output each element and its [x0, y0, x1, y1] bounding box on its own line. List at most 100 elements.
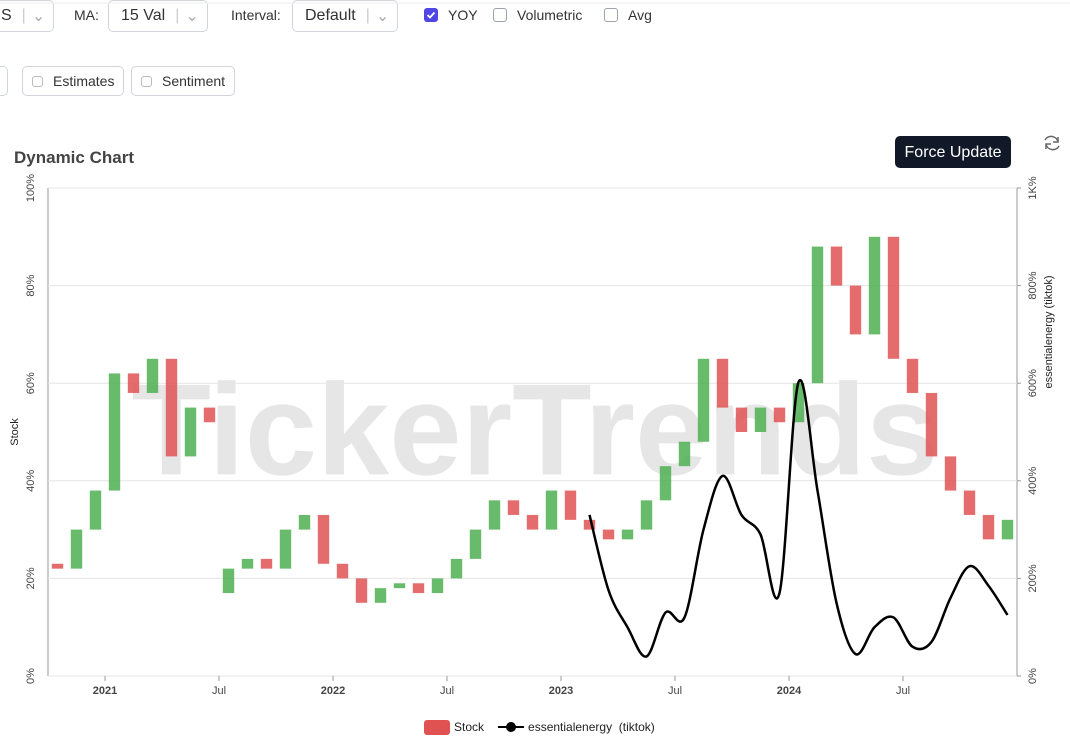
candle	[754, 407, 767, 432]
candle	[1001, 519, 1014, 540]
checkbox[interactable]: Volumetric	[493, 7, 582, 23]
candle	[108, 373, 121, 491]
x-tick-label: 2021	[93, 685, 117, 697]
x-tick-label: Jul	[440, 685, 454, 697]
x-tick-label: 2024	[777, 685, 802, 697]
ma-value: 15 Val	[121, 7, 166, 24]
checkbox-box	[604, 8, 618, 22]
y-tick-label: 20%	[25, 567, 37, 589]
candle	[602, 529, 615, 540]
select-value: S	[1, 7, 12, 24]
candle	[336, 563, 349, 579]
legend-label: essentialenergy (tiktok)	[528, 720, 655, 734]
x-tick-label: 2023	[549, 685, 573, 697]
y2-tick-label: 0%	[1027, 668, 1039, 684]
candle	[963, 490, 976, 515]
candle	[925, 392, 938, 457]
legend-swatch	[424, 720, 450, 735]
toggle-label: Sentiment	[162, 73, 226, 89]
candle	[849, 285, 862, 335]
candle	[659, 466, 672, 501]
checkbox-box	[493, 8, 507, 22]
candle	[279, 529, 292, 569]
checkbox-label: Avg	[628, 7, 652, 23]
toggle[interactable]: e	[0, 66, 8, 96]
candle	[51, 563, 64, 569]
checkbox-label: Volumetric	[517, 7, 583, 23]
candle	[716, 358, 729, 408]
toggle[interactable]: Sentiment	[131, 66, 236, 96]
candle	[640, 500, 653, 530]
y2-tick-label: 200%	[1027, 564, 1039, 592]
candle	[678, 441, 691, 467]
y-axis-title: Stock	[9, 418, 21, 446]
force-update-button[interactable]	[895, 136, 1011, 168]
candle	[773, 407, 786, 423]
candle	[545, 490, 558, 530]
candle	[260, 558, 273, 569]
candle	[165, 358, 178, 457]
candle	[507, 500, 520, 515]
x-tick-label: Jul	[668, 685, 682, 697]
toggle-box	[32, 75, 43, 87]
candle	[393, 583, 406, 589]
y-tick-label: 60%	[25, 372, 37, 394]
toggle-label: Estimates	[53, 73, 115, 89]
x-tick-label: 2022	[321, 685, 345, 697]
checkbox-label: YOY	[448, 7, 478, 23]
candle	[127, 373, 140, 393]
candle	[944, 456, 957, 491]
candle	[203, 407, 216, 423]
candle	[222, 568, 235, 594]
candle	[792, 383, 805, 423]
y2-tick-label: 800%	[1027, 271, 1039, 299]
candle	[355, 578, 368, 603]
candle	[982, 514, 995, 540]
y2-tick-label: 400%	[1027, 467, 1039, 495]
y-tick-label: 80%	[25, 274, 37, 296]
candle	[830, 246, 843, 286]
watermark: TickerTrends	[132, 356, 939, 502]
select[interactable]: S | ⌄	[0, 0, 55, 32]
y-tick-label: 0%	[25, 668, 37, 684]
interval-select[interactable]: Default | ⌄	[292, 0, 399, 32]
candle	[469, 529, 482, 559]
candle	[735, 407, 748, 432]
checkbox-box	[424, 8, 438, 22]
candle	[146, 358, 159, 393]
y-tick-label: 100%	[25, 174, 37, 202]
candle	[450, 558, 463, 579]
checkbox[interactable]: Avg	[604, 7, 652, 23]
x-tick-label: Jul	[896, 685, 910, 697]
candle	[621, 529, 634, 540]
toggle-box	[141, 75, 152, 87]
candle	[887, 236, 900, 359]
candle	[89, 490, 102, 530]
y2-axis-title: essentialenergy (tiktok)	[1043, 275, 1055, 388]
y2-tick-label: 1K%	[1027, 176, 1039, 199]
ma-label: MA:	[74, 7, 99, 23]
candle	[906, 358, 919, 393]
legend-label: Stock	[454, 720, 485, 734]
candle	[184, 407, 197, 457]
candle	[241, 558, 254, 569]
candle	[564, 490, 577, 520]
checkbox[interactable]: YOY	[424, 7, 478, 23]
candle	[868, 236, 881, 335]
toggle[interactable]: Estimates	[22, 66, 125, 96]
x-tick-label: Jul	[212, 685, 226, 697]
interval-value: Default	[305, 7, 356, 24]
candle	[298, 514, 311, 530]
line	[588, 378, 1009, 658]
ma-select[interactable]: 15 Val | ⌄	[108, 0, 208, 32]
y2-tick-label: 600%	[1027, 369, 1039, 397]
candle	[431, 578, 444, 594]
candle	[488, 500, 501, 530]
candle	[697, 358, 710, 442]
legend-swatch	[506, 722, 517, 732]
candle	[70, 529, 83, 569]
refresh-icon[interactable]	[1044, 135, 1060, 151]
candle	[583, 519, 596, 530]
